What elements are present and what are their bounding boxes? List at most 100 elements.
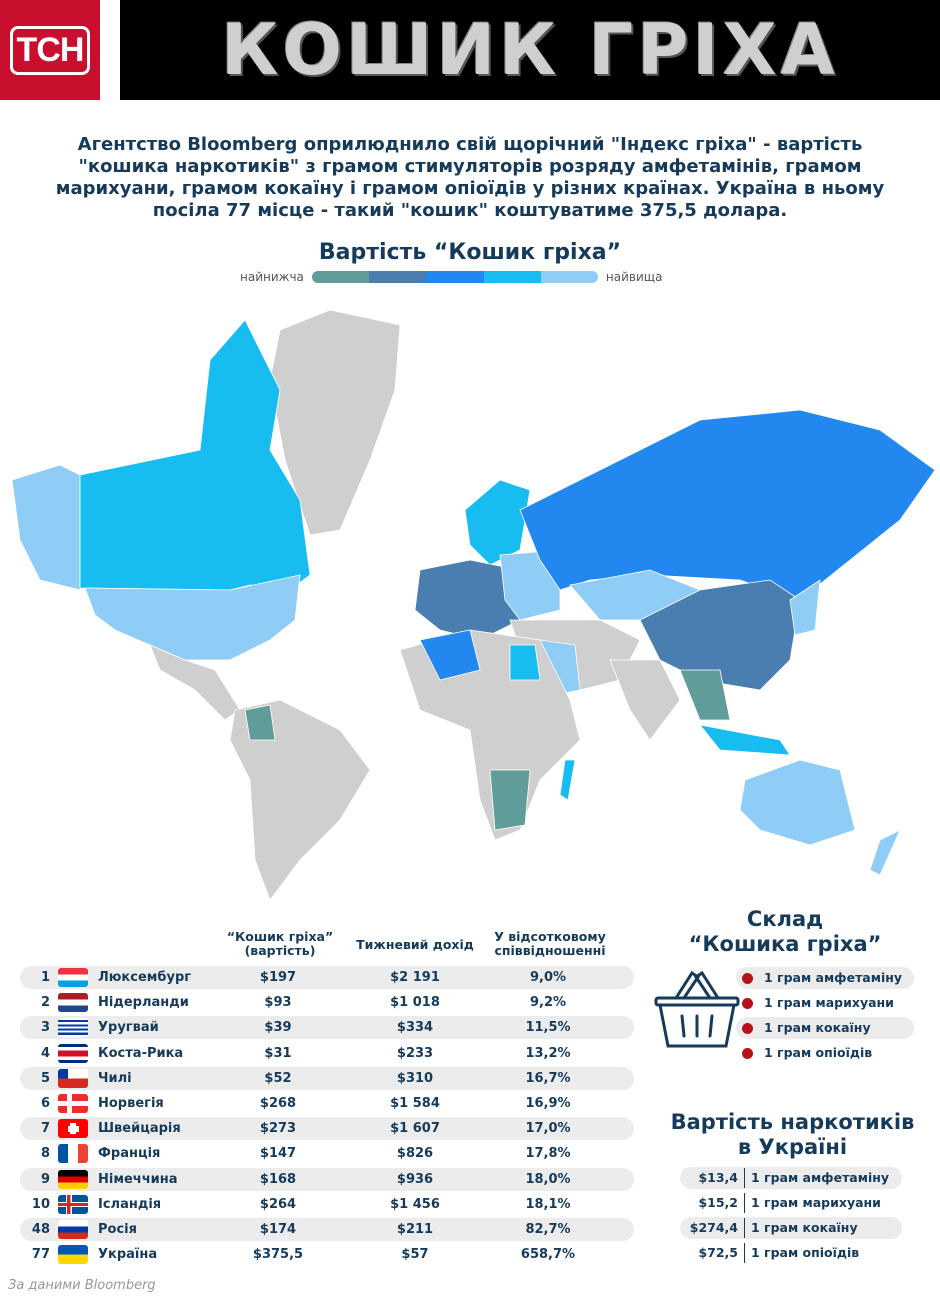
divider xyxy=(744,1243,745,1263)
weekly-income: $57 xyxy=(401,1247,429,1263)
region-algeria xyxy=(419,629,481,681)
percent-of-income: 16,9% xyxy=(525,1096,571,1111)
percent-of-income: 16,7% xyxy=(525,1070,571,1086)
basket-item-label: 1 грам марихуани xyxy=(764,995,894,1010)
flag-chile-icon xyxy=(58,1068,88,1088)
country-name: Норвегія xyxy=(98,1096,164,1111)
table-row: 8 Франція $147 $826 17,8% xyxy=(20,1142,634,1165)
basket-item-label: 1 грам кокаїну xyxy=(764,1020,871,1035)
price-value: $274,4 xyxy=(689,1220,738,1235)
weekly-income: $334 xyxy=(396,1020,434,1036)
rank: 6 xyxy=(40,1096,50,1111)
table-row: 9 Німеччина $168 $936 18,0% xyxy=(20,1167,634,1191)
table-row: 3 Уругвай $39 $334 11,5% xyxy=(20,1016,634,1040)
basket-cost: $273 xyxy=(259,1121,297,1137)
region-russia xyxy=(519,409,936,601)
region-japan xyxy=(789,579,821,636)
divider xyxy=(744,1218,745,1238)
banner-title: Кошик гріха xyxy=(120,0,940,100)
col-header-pct: У відсотковому співвідношенні xyxy=(494,929,606,958)
region-australia xyxy=(739,759,856,846)
weekly-income: $310 xyxy=(396,1070,434,1086)
weekly-income: $233 xyxy=(396,1045,434,1061)
flag-luxembourg-icon xyxy=(58,968,88,987)
basket-cost: $375,5 xyxy=(252,1247,304,1263)
price-value: $15,2 xyxy=(698,1195,738,1210)
bullet-icon xyxy=(742,998,753,1009)
ukraine-prices-title-line1: Вартість наркотиків xyxy=(670,1110,915,1134)
basket-cost: $168 xyxy=(259,1171,297,1187)
country-name: Росія xyxy=(98,1222,137,1237)
percent-of-income: 11,5% xyxy=(525,1020,571,1036)
tsn-logo[interactable]: ТСН xyxy=(0,0,100,100)
region-south-africa xyxy=(489,769,531,831)
percent-of-income: 18,0% xyxy=(525,1171,571,1187)
country-name: Франція xyxy=(98,1146,161,1162)
region-india xyxy=(609,659,681,741)
legend-swatch-2 xyxy=(369,271,427,283)
region-se-asia xyxy=(679,669,731,721)
map-title: Вартість “Кошик гріха” xyxy=(318,240,622,265)
ukraine-prices-title-line2: в Україні xyxy=(737,1135,848,1159)
source-note: За даними Bloomberg xyxy=(8,1278,156,1293)
rank: 48 xyxy=(31,1222,50,1237)
basket-item-label: 1 грам опіоїдів xyxy=(764,1045,873,1060)
region-china xyxy=(639,579,801,691)
divider xyxy=(744,1168,745,1188)
legend-swatch-5 xyxy=(540,271,598,283)
price-row: $72,5 1 грам опіоїдів xyxy=(680,1242,902,1264)
logo-text: ТСН xyxy=(9,25,91,75)
basket-cost: $31 xyxy=(264,1045,292,1061)
legend-swatch-3 xyxy=(426,271,484,283)
flag-ukraine-icon xyxy=(58,1245,88,1265)
flag-france-icon xyxy=(58,1144,88,1164)
region-colombia xyxy=(244,704,276,741)
legend-low: найнижча xyxy=(240,270,304,284)
region-madagascar xyxy=(559,759,576,801)
basket-cost: $268 xyxy=(259,1096,297,1111)
legend-color-scale xyxy=(311,271,598,283)
region-south-america xyxy=(229,699,371,901)
country-name: Чилі xyxy=(98,1070,132,1086)
country-name: Україна xyxy=(98,1247,158,1263)
basket-cost: $174 xyxy=(259,1222,297,1237)
basket-item-label: 1 грам амфетаміну xyxy=(764,970,903,985)
weekly-income: $1 456 xyxy=(390,1196,440,1212)
basket-item: 1 грам кокаїну xyxy=(736,1017,914,1039)
region-greenland xyxy=(269,309,401,536)
table-row: 77 Україна $375,5 $57 658,7% xyxy=(20,1243,634,1266)
col-header-income: Тижневий дохід xyxy=(356,937,474,952)
legend-swatch-1 xyxy=(311,271,370,283)
weekly-income: $1 018 xyxy=(390,995,440,1011)
percent-of-income: 9,2% xyxy=(529,995,567,1011)
bullet-icon xyxy=(742,1048,753,1059)
bullet-icon xyxy=(742,1023,753,1034)
basket-title: Склад “Кошика гріха” xyxy=(660,907,910,957)
price-value: $13,4 xyxy=(698,1170,738,1185)
rank: 10 xyxy=(31,1196,50,1212)
flag-costa-rica-icon xyxy=(58,1043,88,1063)
country-name: Німеччина xyxy=(98,1171,178,1187)
basket-item: 1 грам опіоїдів xyxy=(736,1042,914,1064)
basket-title-line1: Склад xyxy=(746,907,824,931)
basket-cost: $264 xyxy=(259,1196,297,1212)
flag-switzerland-icon xyxy=(58,1119,88,1139)
basket-item: 1 грам марихуани xyxy=(736,992,914,1014)
country-name: Уругвай xyxy=(98,1020,159,1036)
flag-uruguay-icon xyxy=(58,1018,88,1038)
flag-norway-icon xyxy=(58,1094,88,1113)
rank: 1 xyxy=(40,970,50,985)
country-name: Нідерланди xyxy=(98,995,189,1011)
region-africa xyxy=(399,629,581,841)
table-row: 6 Норвегія $268 $1 584 16,9% xyxy=(20,1092,634,1115)
rank: 3 xyxy=(40,1020,50,1036)
basket-icon xyxy=(654,970,740,1048)
region-scandinavia xyxy=(464,479,531,566)
rank: 8 xyxy=(40,1146,50,1162)
flag-iceland-icon xyxy=(58,1194,88,1214)
weekly-income: $1 607 xyxy=(390,1121,440,1137)
price-value: $72,5 xyxy=(698,1245,738,1260)
legend-high: найвища xyxy=(605,270,663,284)
rank: 2 xyxy=(40,995,50,1011)
weekly-income: $1 584 xyxy=(390,1096,440,1111)
